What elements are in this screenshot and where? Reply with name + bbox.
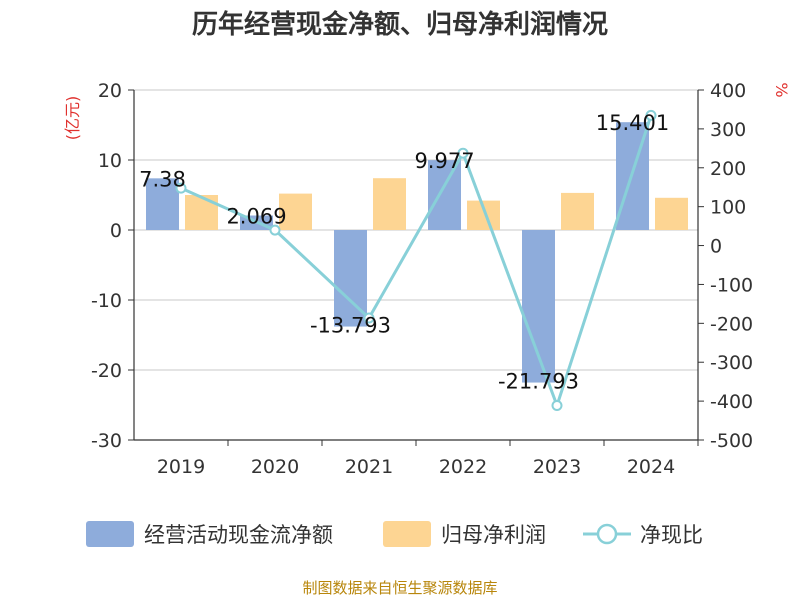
- x-axis-label: 2022: [439, 456, 487, 478]
- cashflow-data-label: 9.977: [414, 149, 474, 173]
- data-labels-layer: 7.38 2.069 -13.793 9.977 -21.793 15.401: [139, 111, 669, 393]
- ratio-point: [645, 109, 657, 121]
- cashflow-data-label: 15.401: [596, 111, 669, 135]
- left-axis-tick: 10: [98, 150, 122, 172]
- right-axis-tick: 300: [710, 119, 746, 141]
- right-axis-tick: 100: [710, 197, 746, 219]
- legend-swatch-net-profit: [383, 521, 431, 547]
- right-axis-tick: 200: [710, 158, 746, 180]
- x-axis-label: 2024: [627, 456, 675, 478]
- ratio-point: [175, 182, 187, 194]
- ratio-point: [269, 224, 281, 236]
- legend-label-net-profit: 归母净利润: [441, 523, 546, 547]
- left-axis-unit: (亿元): [63, 96, 82, 141]
- cashflow-bar: [428, 160, 461, 230]
- x-axis-label: 2020: [251, 456, 299, 478]
- left-axis-tick: -20: [91, 360, 122, 382]
- legend-label-cashflow: 经营活动现金流净额: [144, 523, 333, 547]
- gridlines: [134, 89, 698, 441]
- axes-layer: 20100-10-20-304003002001000-100-200-300-…: [91, 80, 753, 478]
- cashflow-bar: [146, 178, 179, 230]
- cashflow-data-label: 7.38: [139, 167, 186, 191]
- right-axis-tick: -100: [710, 274, 753, 296]
- x-axis-label: 2021: [345, 456, 393, 478]
- ratio-series-line: [180, 114, 653, 411]
- net-profit-bar: [279, 193, 312, 230]
- net-profit-bar: [373, 178, 406, 230]
- right-axis-unit: %: [772, 82, 791, 97]
- net-profit-bar: [561, 192, 594, 230]
- legend-swatch-cashflow: [86, 521, 134, 547]
- x-axis-label: 2019: [157, 456, 205, 478]
- cashflow-data-label: -21.793: [498, 370, 579, 394]
- cashflow-data-label: 2.069: [226, 205, 286, 229]
- right-axis-tick: -500: [710, 430, 753, 452]
- x-axis-label: 2023: [533, 456, 581, 478]
- left-axis-tick: -10: [91, 290, 122, 312]
- legend-swatch-ratio-marker: [596, 523, 618, 545]
- chart-title: 历年经营现金净额、归母净利润情况: [192, 9, 608, 40]
- right-axis-tick: 0: [710, 236, 722, 258]
- source-note: 制图数据来自恒生聚源数据库: [302, 579, 497, 597]
- right-axis-tick: -200: [710, 313, 753, 335]
- ratio-line-layer: [175, 109, 657, 411]
- right-axis-tick: -400: [710, 391, 753, 413]
- ratio-point: [551, 399, 563, 411]
- legend-label-ratio: 净现比: [640, 523, 703, 547]
- ratio-point: [363, 312, 375, 324]
- cashflow-data-label: -13.793: [310, 314, 391, 338]
- right-axis-tick: -300: [710, 352, 753, 374]
- legend: 经营活动现金流净额 归母净利润 净现比: [86, 521, 703, 547]
- left-axis-tick: -30: [91, 430, 122, 452]
- ratio-point: [457, 147, 469, 159]
- left-axis-tick: 0: [110, 220, 122, 242]
- left-axis-tick: 20: [98, 80, 122, 102]
- net-profit-bar: [185, 195, 218, 230]
- net-profit-bar: [655, 197, 688, 230]
- right-axis-tick: 400: [710, 80, 746, 102]
